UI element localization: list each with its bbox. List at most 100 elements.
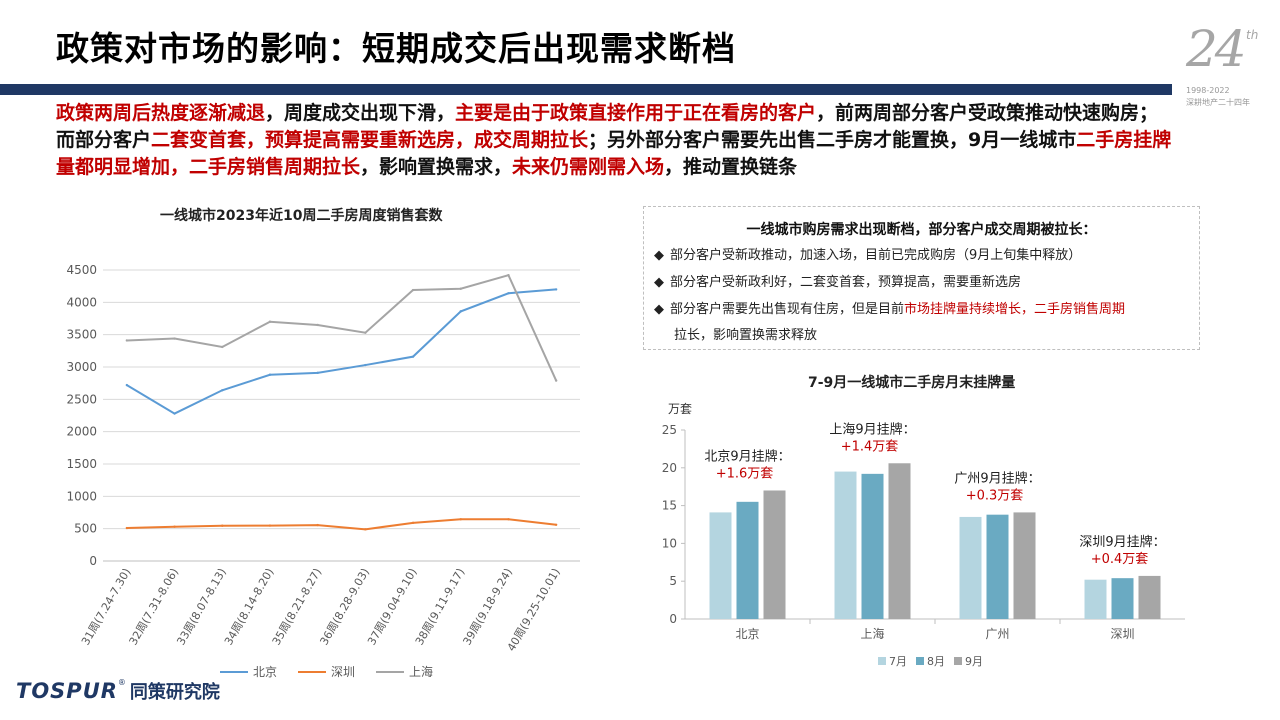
bar-chart-title: 7-9月一线城市二手房月末挂牌量 [808,375,1016,391]
data-point [221,389,224,392]
logo-cn: 同策研究院 [129,682,220,703]
note-box: 一线城市购房需求出现断档，部分客户成交周期被拉长： ◆ 部分客户受新政推动，加速入… [643,206,1200,350]
bar-9月 [1013,512,1036,619]
y-tick-label: 2000 [66,425,97,439]
data-point [459,310,462,313]
data-point [221,524,224,527]
y-tick-label: 3000 [66,360,97,374]
legend-label: 8月 [927,655,945,668]
intro-seg: ，影响置换需求， [360,156,513,178]
annotation-value: +0.4万套 [1091,551,1149,567]
annotation-value: +1.6万套 [716,465,774,481]
note-title: 一线城市购房需求出现断档，部分客户成交周期被拉长： [746,222,1097,238]
diamond-bullet-icon: ◆ [654,275,664,290]
note-item-text: 部分客户需要先出售现有住房，但是目前 [670,302,905,317]
x-tick-label: 36周(8.28-9.03) [317,566,372,647]
note-item-text: 部分客户受新政推动，加速入场，目前已完成购房（9月上旬集中释放） [670,248,1082,263]
data-point [364,363,367,367]
x-tick-label: 北京 [735,627,759,641]
annotation-label: 广州9月挂牌： [954,470,1040,486]
data-point [173,412,176,415]
x-tick-label: 38周(9.11-9.17) [413,566,468,647]
x-tick-label: 33周(8.07-8.13) [174,566,229,647]
legend-label: 9月 [965,655,983,668]
intro-seg: ；另外部分客户需要先出售二手房才能置换，9月一线城市 [588,129,1077,151]
y-tick-label: 10 [662,536,677,550]
y-axis-unit: 万套 [668,402,692,416]
data-point [268,373,272,376]
data-point [316,371,319,375]
data-point [316,523,319,527]
intro-seg: 未来仍需刚需入场 [512,156,665,178]
note-item-red: 市场挂牌量持续增长，二手房销售周期 [904,302,1126,317]
data-point [459,287,462,290]
logo-reg: ® [117,678,126,687]
intro-paragraph: 政策两周后热度逐渐减退，周度成交出现下滑，主要是由于政策直接作用于正在看房的客户… [56,100,1176,181]
x-tick-label: 31周(7.24-7.30) [79,566,134,647]
y-tick-label: 0 [89,554,97,568]
legend-swatch [878,657,886,665]
data-point [221,345,224,349]
bar-7月 [834,471,857,619]
x-tick-label: 34周(8.14-8.20) [222,566,277,647]
series-line-上海 [126,273,558,381]
note-item-text: 部分客户受新政利好，二套变首套，预算提高，需要重新选房 [670,275,1022,290]
data-point [268,320,272,323]
note-item-1: ◆ 部分客户受新政推动，加速入场，目前已完成购房（9月上旬集中释放） [654,244,1081,268]
series-line-北京 [126,288,557,415]
note-item-3-cont: 拉长，影响置换需求释放 [674,328,818,343]
x-tick-label: 深圳 [1110,627,1134,641]
diamond-bullet-icon: ◆ [654,248,664,263]
data-point [459,518,462,521]
y-tick-label: 500 [74,522,97,536]
y-tick-label: 20 [662,461,677,475]
bar-8月 [986,514,1009,619]
data-point [364,331,367,334]
intro-seg: 二手房挂牌量都明显增加，二手房销售周期拉长 [56,129,1172,178]
annotation-value: +1.4万套 [841,438,899,454]
y-tick-label: 4500 [66,263,97,277]
data-point [554,523,558,526]
line-chart: 0 500 1000 1500 2000 2500 3000 3500 4000 4500 31周(… [66,263,580,679]
y-tick-label: 25 [662,423,677,437]
data-point [554,288,558,291]
bar-8月 [736,501,759,619]
x-tick-label: 37周(9.04-9.10) [365,566,420,647]
note-item-3: ◆ 部分客户需要先出售现有住房，但是目前市场挂牌量持续增长，二手房销售周期 [654,298,1125,322]
bar-8月 [861,473,884,619]
data-point [507,273,510,277]
x-tick-label: 32周(7.31-8.06) [127,566,182,647]
y-tick-label: 2500 [66,392,97,406]
intro-seg: 政策两周后热度逐渐减退 [56,102,266,124]
badge-motto: 深耕地产二十四年 [1186,98,1250,107]
data-point [268,524,272,527]
line-chart-title: 一线城市2023年近10周二手房周度销售套数 [160,208,443,224]
bar-9月 [888,463,911,619]
y-tick-label: 5 [669,574,677,588]
data-point [125,526,129,530]
series-line-深圳 [126,518,557,531]
badge-years: 1998-2022 [1186,86,1230,95]
data-point [125,339,129,342]
data-point [173,337,176,340]
bar-9月 [1138,575,1161,619]
legend-label: 7月 [889,655,907,668]
x-tick-label: 35周(8.21-8.27) [270,566,325,647]
intro-seg: 主要是由于政策直接作用于正在看房的客户 [455,102,817,124]
legend-swatch [916,657,924,665]
annotation-label: 北京9月挂牌： [704,448,790,464]
header-bar [0,84,1172,95]
annotation-label: 上海9月挂牌： [829,421,915,437]
bar-7月 [709,512,732,619]
x-tick-label: 39周(9.18-9.24) [461,566,516,647]
x-tick-label: 40周(9.25-10.01) [505,566,563,654]
y-tick-label: 4000 [66,295,97,309]
y-tick-label: 1500 [66,457,97,471]
legend-label: 深圳 [331,665,355,679]
data-point [507,292,510,295]
y-tick-label: 3500 [66,328,97,342]
legend-swatch [954,657,962,665]
annotation-label: 深圳9月挂牌： [1079,534,1165,550]
anniversary-badge: 24 th 1998-2022 深耕地产二十四年 [1180,18,1270,108]
